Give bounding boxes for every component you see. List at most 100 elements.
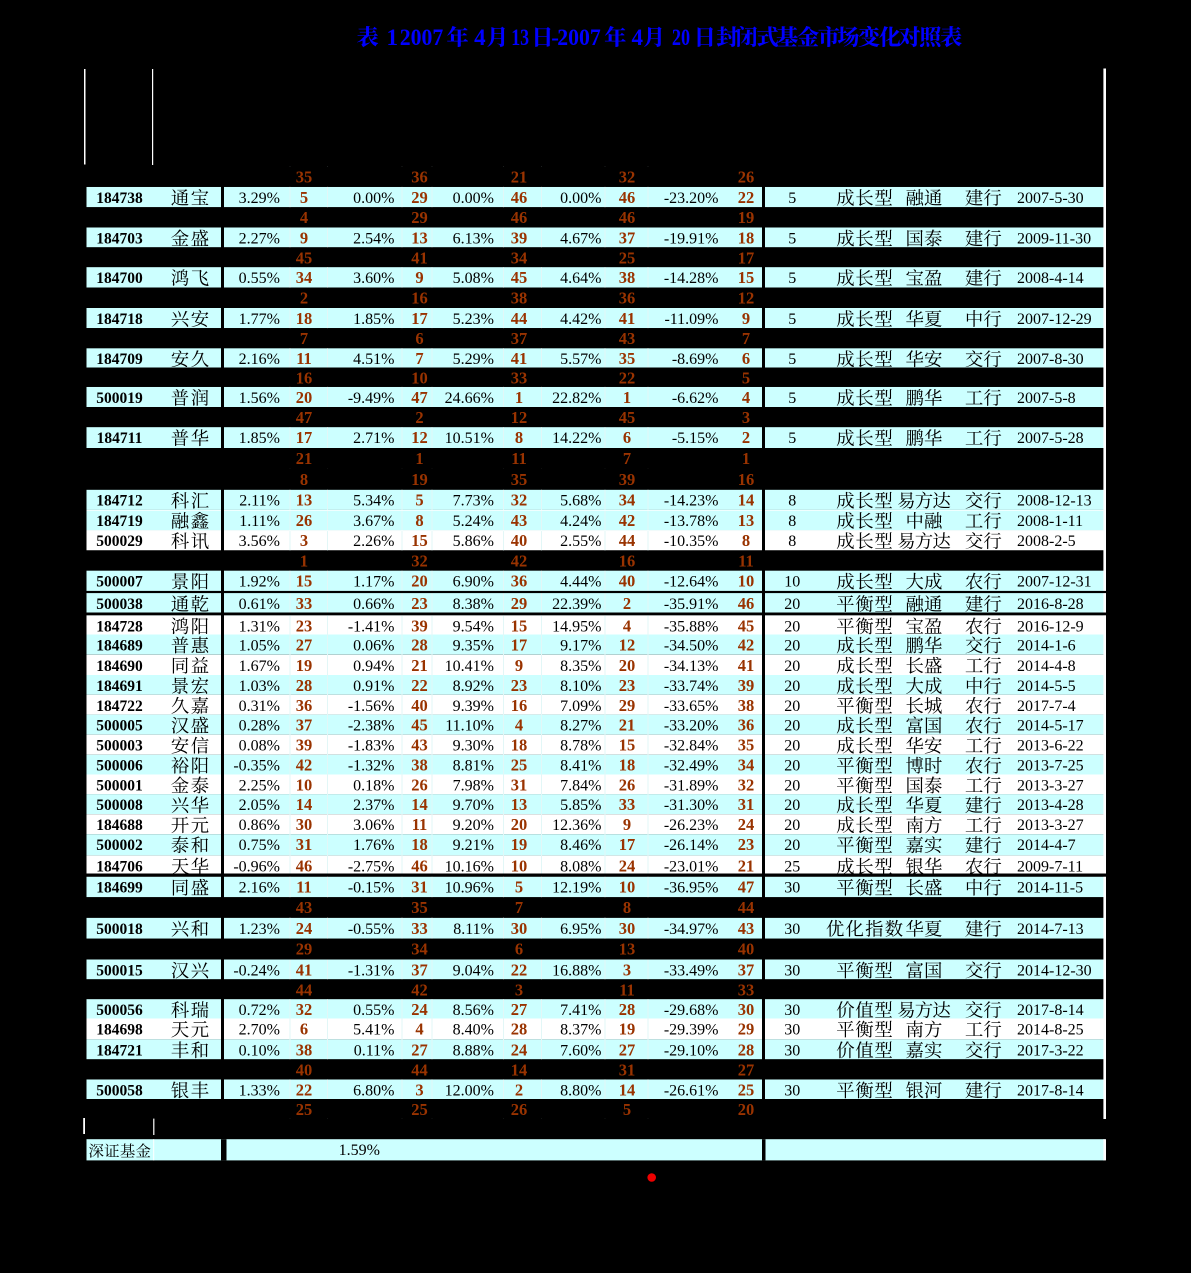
svg-text:13: 13 [619,940,636,959]
svg-text:40: 40 [738,940,755,959]
svg-text:10: 10 [619,878,636,897]
svg-text:42: 42 [619,511,636,530]
svg-text:16.88%: 16.88% [552,963,601,980]
svg-text:500001: 500001 [96,778,143,795]
svg-text:23: 23 [619,676,636,695]
svg-text:184688: 184688 [96,817,143,834]
svg-text:26: 26 [296,511,313,530]
svg-text:10: 10 [511,857,528,876]
svg-text:31: 31 [619,1060,636,1079]
svg-text:42: 42 [738,636,755,655]
svg-text:25: 25 [296,1100,313,1119]
svg-text:4: 4 [415,1020,423,1039]
svg-text:47: 47 [411,388,428,407]
svg-text:1.85%: 1.85% [353,311,394,328]
svg-text:33: 33 [738,980,755,999]
svg-text:46: 46 [511,208,528,227]
svg-text:184722: 184722 [96,698,143,715]
svg-text:2013-4-28: 2013-4-28 [1017,797,1084,814]
svg-text:20: 20 [784,658,800,675]
svg-text:-13.78%: -13.78% [664,513,719,530]
svg-text:36: 36 [619,289,636,308]
svg-text:12: 12 [411,428,428,447]
svg-text:34: 34 [738,756,755,775]
svg-text:14.95%: 14.95% [552,618,601,635]
svg-text:24: 24 [296,919,313,938]
svg-text:-2.38%: -2.38% [348,718,395,735]
svg-text:184706: 184706 [96,859,143,876]
svg-text:5.68%: 5.68% [560,493,601,510]
svg-text:44: 44 [738,898,755,917]
svg-text:3: 3 [415,1080,423,1099]
svg-text:14: 14 [296,795,313,814]
svg-text:1.92%: 1.92% [239,574,280,591]
svg-text:-10.35%: -10.35% [664,533,719,550]
svg-text:2.55%: 2.55% [560,533,601,550]
svg-text:10: 10 [411,369,428,388]
svg-text:-33.20%: -33.20% [664,718,719,735]
svg-text:7: 7 [742,329,750,348]
svg-text:31: 31 [738,795,755,814]
svg-text:-26.61%: -26.61% [664,1082,719,1099]
svg-text:-0.35%: -0.35% [233,758,280,775]
svg-text:4.44%: 4.44% [560,574,601,591]
svg-text:17: 17 [619,835,636,854]
svg-text:2: 2 [515,1080,523,1099]
svg-text:2.25%: 2.25% [239,778,280,795]
svg-text:20: 20 [784,638,800,655]
svg-text:36: 36 [738,716,755,735]
svg-text:20: 20 [296,388,313,407]
svg-text:9.30%: 9.30% [453,738,494,755]
svg-text:22: 22 [511,961,528,980]
svg-text:30: 30 [619,919,636,938]
svg-text:10: 10 [738,572,755,591]
svg-text:10.16%: 10.16% [445,859,494,876]
svg-text:0.55%: 0.55% [353,1002,394,1019]
svg-text:9: 9 [623,815,631,834]
svg-text:9.39%: 9.39% [453,698,494,715]
svg-text:5: 5 [788,351,796,368]
svg-text:6.13%: 6.13% [453,231,494,248]
svg-text:2007-5-30: 2007-5-30 [1017,190,1084,207]
svg-text:-: - [551,25,559,50]
svg-text:15: 15 [296,572,313,591]
svg-text:26: 26 [619,776,636,795]
svg-text:2014-11-5: 2014-11-5 [1017,880,1083,897]
svg-text:3.67%: 3.67% [353,513,394,530]
svg-text:-0.24%: -0.24% [233,963,280,980]
svg-text:7: 7 [623,449,631,468]
svg-text:17: 17 [511,636,528,655]
svg-text:30: 30 [784,1042,800,1059]
svg-text:1.59%: 1.59% [339,1142,380,1159]
svg-text:28: 28 [411,636,428,655]
svg-text:-19.91%: -19.91% [664,231,719,248]
svg-text:2007-5-8: 2007-5-8 [1017,390,1076,407]
svg-text:-29.39%: -29.39% [664,1022,719,1039]
svg-text:45: 45 [511,268,528,287]
svg-text:11: 11 [738,551,754,570]
svg-text:44: 44 [296,980,313,999]
svg-text:7: 7 [300,329,308,348]
svg-text:5: 5 [788,231,796,248]
svg-text:16: 16 [619,551,636,570]
svg-text:3.56%: 3.56% [239,533,280,550]
svg-text:6.80%: 6.80% [353,1082,394,1099]
svg-text:2.70%: 2.70% [239,1022,280,1039]
svg-text:4: 4 [515,716,523,735]
svg-text:33: 33 [511,369,528,388]
svg-text:38: 38 [619,268,636,287]
svg-text:1: 1 [387,25,399,50]
svg-text:5: 5 [788,430,796,447]
svg-text:2013-3-27: 2013-3-27 [1017,778,1084,795]
svg-text:1.85%: 1.85% [239,430,280,447]
svg-text:2: 2 [742,428,750,447]
svg-text:21: 21 [511,168,528,187]
svg-text:9.35%: 9.35% [453,638,494,655]
svg-text:5.29%: 5.29% [453,351,494,368]
svg-text:500002: 500002 [96,837,143,854]
svg-text:40: 40 [411,696,428,715]
svg-text:17: 17 [296,428,313,447]
svg-text:39: 39 [511,229,528,248]
svg-text:14: 14 [738,491,755,510]
svg-text:32: 32 [411,551,428,570]
